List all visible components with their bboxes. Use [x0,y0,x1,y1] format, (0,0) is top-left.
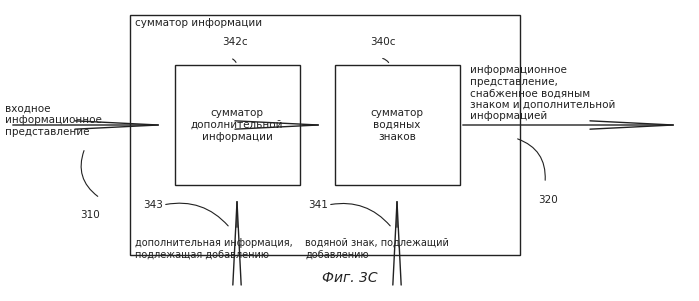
Text: 310: 310 [80,210,100,220]
Text: входное
информационное
представление: входное информационное представление [5,104,102,137]
Bar [335,65,460,185]
Text: водяной знак, подлежащий
добавлению: водяной знак, подлежащий добавлению [305,238,449,259]
Bar [130,15,520,255]
Text: 340с: 340с [370,37,396,47]
Text: 320: 320 [538,195,558,205]
Text: сумматор
водяных
знаков: сумматор водяных знаков [370,108,424,141]
Text: сумматор информации: сумматор информации [135,18,262,28]
Text: дополнительная информация,
подлежащая добавлению: дополнительная информация, подлежащая до… [135,238,293,259]
Bar [175,65,300,185]
Text: Фиг. 3С: Фиг. 3С [322,271,378,285]
Text: сумматор
дополнительной
информации: сумматор дополнительной информации [191,108,283,141]
Text: 343: 343 [143,200,163,210]
Text: 341: 341 [308,200,328,210]
Text: информационное
представление,
снабженное водяным
знаком и дополнительной
информа: информационное представление, снабженное… [470,65,615,121]
Text: 342с: 342с [222,37,247,47]
